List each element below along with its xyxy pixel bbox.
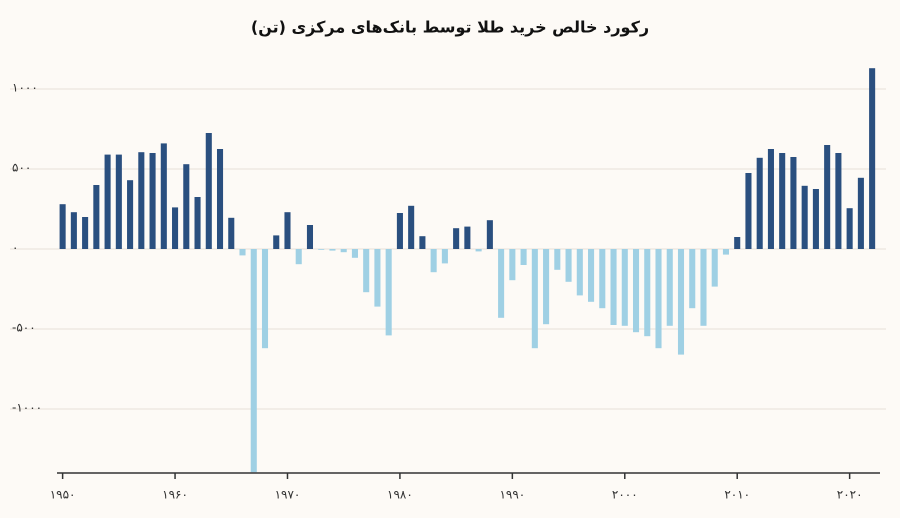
bar [104, 154, 111, 249]
bar [239, 249, 246, 256]
y-tick-label: ۰ [12, 241, 18, 255]
y-tick-label: -۱۰۰۰ [12, 401, 42, 415]
bar [689, 249, 696, 309]
bar [700, 249, 707, 326]
bar [610, 249, 617, 325]
bar [183, 164, 190, 249]
bar [250, 249, 257, 473]
bar [441, 249, 448, 264]
bar [172, 207, 179, 249]
bar [396, 213, 403, 249]
x-tick-label: ۲۰۲۰ [837, 488, 863, 502]
bar [295, 249, 302, 265]
bar [644, 249, 651, 337]
bar [205, 133, 212, 249]
bar [711, 249, 718, 287]
bar [666, 249, 673, 326]
bar [127, 180, 134, 249]
bar [160, 143, 167, 249]
bar [846, 208, 853, 249]
bar [430, 249, 437, 273]
bar [767, 149, 774, 249]
bar [82, 217, 89, 249]
chart-title: رکورد خالص خرید طلا توسط بانک‌های مرکزی … [251, 18, 649, 37]
bar [621, 249, 628, 326]
bar [655, 249, 662, 349]
bar [464, 226, 471, 249]
bar [745, 173, 752, 249]
bar [790, 157, 797, 249]
bar [824, 145, 831, 249]
bar [59, 204, 66, 249]
x-tick-label: ۱۹۹۰ [499, 488, 525, 502]
bar [261, 249, 269, 349]
bar [835, 153, 842, 249]
bar [857, 177, 864, 249]
x-tick-label: ۱۹۶۰ [162, 488, 188, 502]
y-tick-label: ۱۰۰۰ [12, 81, 38, 95]
bar [486, 220, 493, 249]
bar [408, 205, 415, 249]
bar [498, 249, 505, 318]
x-tick-label: ۱۹۷۰ [275, 488, 301, 502]
bar [306, 225, 314, 249]
bar [677, 249, 685, 355]
bar [385, 249, 392, 336]
bar [374, 249, 381, 307]
bar [722, 249, 730, 255]
bar [543, 249, 550, 325]
bar [554, 249, 561, 270]
bar [801, 185, 808, 249]
bar [734, 237, 741, 249]
bar [565, 249, 572, 282]
bar [138, 152, 145, 249]
bar [756, 157, 763, 249]
bar [453, 228, 460, 249]
bar [576, 249, 583, 296]
bar [520, 249, 527, 265]
bar [363, 249, 370, 293]
x-tick-label: ۲۰۱۰ [724, 488, 750, 502]
y-tick-label: ۵۰۰ [12, 161, 31, 175]
bar [149, 153, 156, 249]
bar [70, 212, 77, 249]
bar [419, 236, 426, 249]
y-tick-label: -۵۰۰ [12, 321, 36, 335]
bar [340, 249, 347, 253]
bar [779, 153, 786, 249]
bar [329, 249, 336, 251]
bar [812, 189, 819, 249]
bar [115, 154, 122, 249]
bar [228, 217, 235, 249]
bar [93, 185, 100, 249]
bar [284, 212, 291, 249]
bar [509, 249, 516, 281]
bar [318, 249, 325, 250]
bar [194, 197, 201, 249]
bar [531, 249, 538, 349]
bar [273, 235, 280, 249]
bar [869, 68, 876, 249]
bar [588, 249, 595, 302]
bar [351, 249, 358, 258]
bar [632, 249, 640, 333]
x-tick-label: ۱۹۸۰ [387, 488, 413, 502]
x-tick-label: ۱۹۵۰ [50, 488, 76, 502]
bar [475, 249, 482, 252]
bar [216, 149, 224, 249]
bar [599, 249, 606, 309]
x-tick-label: ۲۰۰۰ [612, 488, 638, 502]
